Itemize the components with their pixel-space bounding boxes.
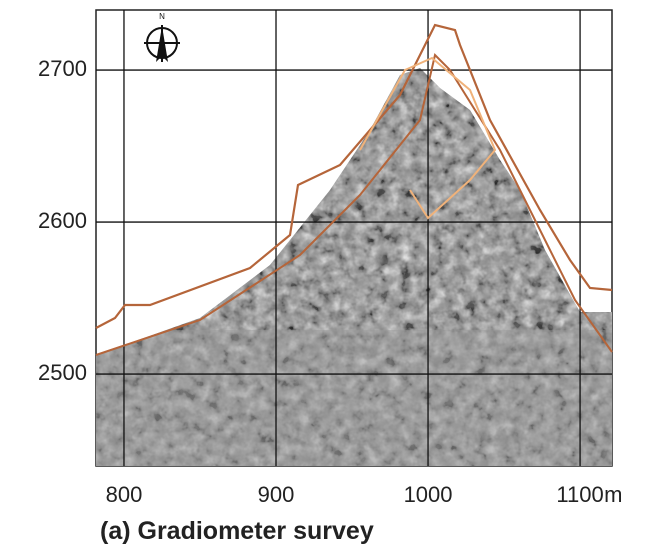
axis-labels: 800 900 1000 1100 m 2500 2600 2700	[38, 56, 622, 507]
y-tick-label: 2600	[38, 208, 87, 233]
x-tick-label: 900	[258, 482, 295, 507]
x-tick-label: 1000	[404, 482, 453, 507]
survey-boundary	[95, 53, 613, 356]
caption: (a) Gradiometer survey	[100, 517, 374, 545]
x-unit: m	[604, 482, 622, 507]
site-boundary	[95, 23, 613, 329]
x-tick-label: 1100	[556, 482, 603, 507]
north-label: N	[159, 12, 165, 21]
inner-enclosure	[359, 56, 497, 220]
y-tick-label: 2500	[38, 360, 87, 385]
y-tick-label: 2700	[38, 56, 87, 81]
x-tick-label: 800	[106, 482, 143, 507]
north-arrow: N	[144, 12, 180, 62]
